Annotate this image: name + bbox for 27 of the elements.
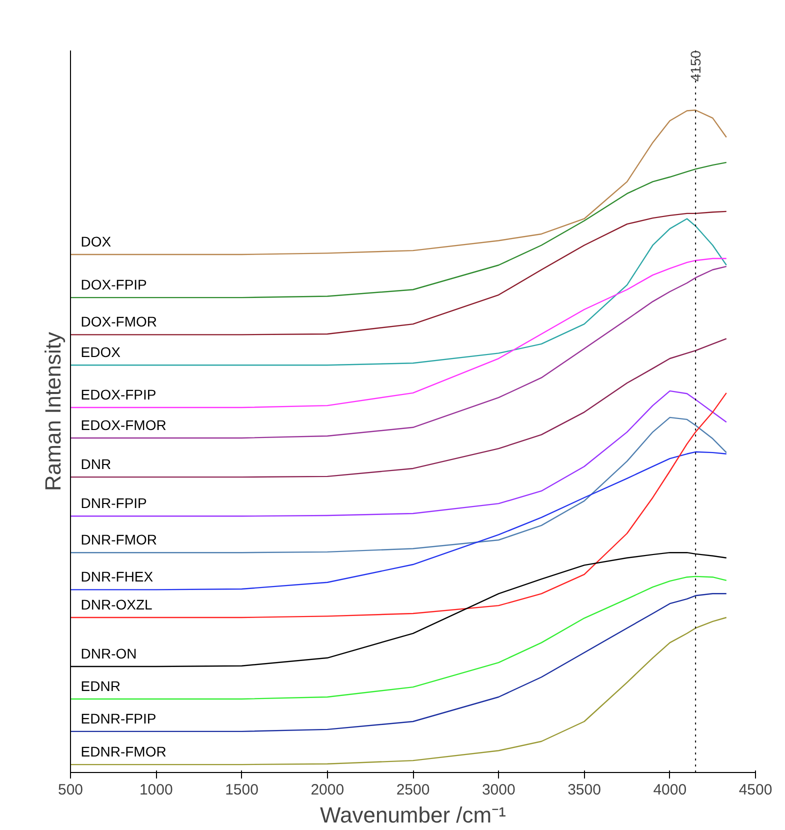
x-tick-label: 4000 [653,782,687,798]
series-label: EDOX-FMOR [80,416,166,433]
x-axis-title: Wavenumber /cm⁻¹ [320,802,506,828]
x-tick-label: 3500 [568,782,601,798]
series-label: DNR [80,456,112,472]
series-label: EDNR-FPIP [80,710,156,726]
series-label: DNR-OXZL [80,596,153,612]
series-label: DNR-ON [80,646,137,662]
series-label: DOX [80,234,112,250]
series-label: EDNR-FMOR [80,744,166,760]
x-tick-label: 500 [58,782,84,798]
x-tick-label: 1500 [225,782,258,798]
x-tick-label: 1000 [139,782,173,798]
x-tick-label: 2000 [310,782,344,798]
y-axis-title: Raman Intensity [40,332,66,491]
x-tick-label: 4500 [738,782,772,798]
series-label: EDNR [80,678,120,694]
series-label: DNR-FHEX [80,568,154,585]
series-label: DNR-FMOR [80,532,157,548]
x-tick-label: 2500 [396,782,430,798]
series-label: DOX-FPIP [80,276,147,293]
series-label: EDOX [80,344,122,360]
x-tick-label: 3000 [482,782,516,798]
ref-line-label: 4150 [688,50,704,82]
series-label: EDOX-FPIP [80,386,156,403]
series-label: DNR-FPIP [80,495,147,512]
series-label: DOX-FMOR [80,314,157,330]
